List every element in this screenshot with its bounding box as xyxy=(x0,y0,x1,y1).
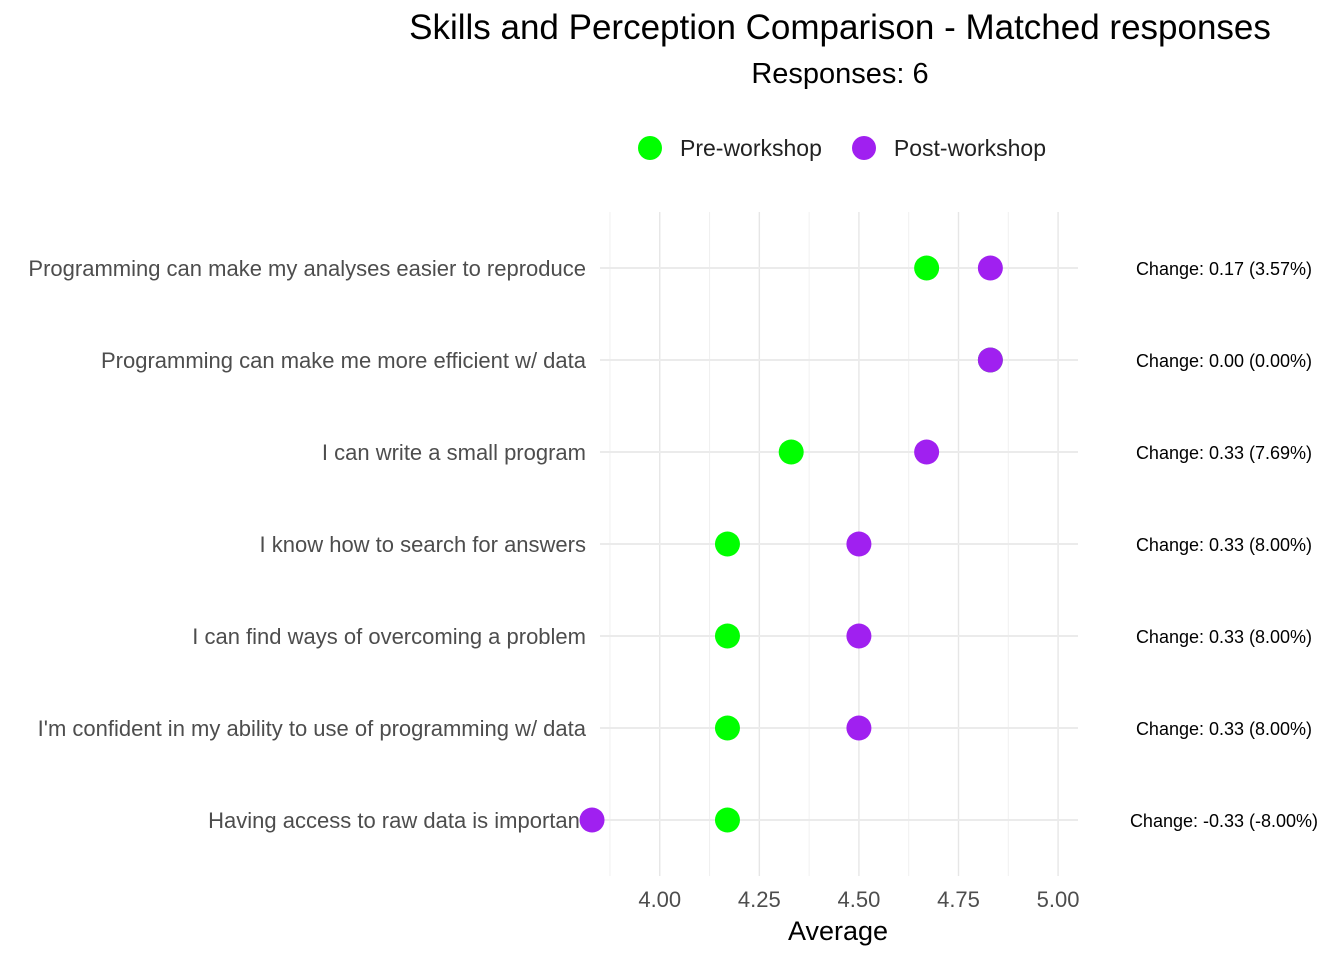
x-tick-label: 4.50 xyxy=(838,887,881,912)
category-label: I can write a small program xyxy=(322,440,586,465)
change-annotation: Change: -0.33 (-8.00%) xyxy=(1130,811,1318,831)
legend: Pre-workshop Post-workshop xyxy=(632,128,1070,168)
x-axis-label: Average xyxy=(788,916,888,946)
post-workshop-point xyxy=(977,347,1003,373)
category-label: Programming can make my analyses easier … xyxy=(28,256,586,281)
pre-workshop-point xyxy=(714,715,740,741)
category-label: Programming can make me more efficient w… xyxy=(101,348,587,373)
post-workshop-point xyxy=(579,807,605,833)
legend-marker-pre xyxy=(638,136,662,160)
legend-label-post: Post-workshop xyxy=(893,134,1047,161)
change-annotation: Change: 0.33 (8.00%) xyxy=(1136,535,1312,555)
change-annotation: Change: 0.00 (0.00%) xyxy=(1136,351,1312,371)
category-label: I'm confident in my ability to use of pr… xyxy=(38,716,587,741)
pre-workshop-point xyxy=(714,531,740,557)
change-annotation: Change: 0.17 (3.57%) xyxy=(1136,259,1312,279)
category-label: Having access to raw data is important xyxy=(208,808,586,833)
category-label: I know how to search for answers xyxy=(260,532,586,557)
change-annotation: Change: 0.33 (7.69%) xyxy=(1136,443,1312,463)
legend-item-pre: Pre-workshop xyxy=(632,135,822,162)
chart-subtitle: Responses: 6 xyxy=(751,58,929,90)
post-workshop-point xyxy=(914,439,940,465)
change-annotation: Change: 0.33 (8.00%) xyxy=(1136,719,1312,739)
pre-workshop-point xyxy=(714,623,740,649)
chart-title: Skills and Perception Comparison - Match… xyxy=(409,8,1271,47)
x-tick-label: 4.75 xyxy=(937,887,980,912)
change-annotation: Change: 0.33 (8.00%) xyxy=(1136,627,1312,647)
pre-workshop-point xyxy=(778,439,804,465)
legend-item-post: Post-workshop xyxy=(846,135,1046,162)
legend-label-pre: Pre-workshop xyxy=(680,134,822,161)
x-tick-label: 5.00 xyxy=(1037,887,1080,912)
post-workshop-point xyxy=(846,623,872,649)
post-workshop-point xyxy=(977,255,1003,281)
post-workshop-point xyxy=(846,715,872,741)
pre-workshop-point xyxy=(914,255,940,281)
legend-marker-post xyxy=(851,136,876,160)
x-tick-label: 4.25 xyxy=(738,887,781,912)
category-label: I can find ways of overcoming a problem xyxy=(192,624,586,649)
pre-workshop-point xyxy=(714,807,740,833)
post-workshop-point xyxy=(846,531,872,557)
x-tick-label: 4.00 xyxy=(638,887,681,912)
